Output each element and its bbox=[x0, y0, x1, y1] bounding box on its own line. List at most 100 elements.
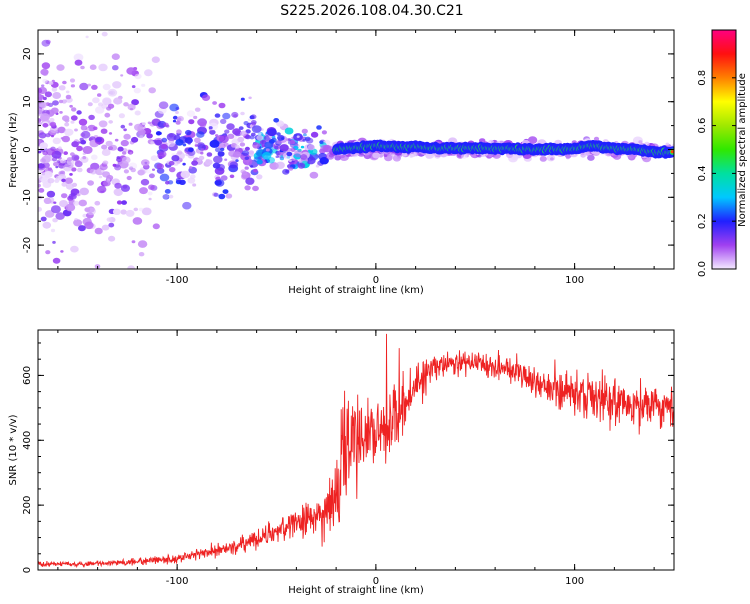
spectrogram-blob bbox=[84, 207, 91, 212]
spectrogram-blob bbox=[154, 139, 163, 146]
spectrogram-blob bbox=[101, 149, 111, 156]
spectrogram-blob bbox=[215, 134, 219, 137]
spectrogram-blob bbox=[38, 183, 41, 188]
spectrogram-blob bbox=[131, 240, 136, 244]
spectrogram-blob bbox=[102, 98, 112, 105]
spectrogram-blob bbox=[38, 93, 43, 101]
spectrogram-blob bbox=[256, 135, 264, 141]
spectrogram-blob bbox=[307, 144, 315, 151]
spectrogram-blob bbox=[44, 91, 53, 98]
spectrogram-blob bbox=[41, 39, 51, 47]
spectrogram-blob bbox=[69, 78, 76, 83]
spectrogram-blob bbox=[131, 99, 140, 106]
spectrogram-blob bbox=[39, 142, 48, 150]
spectrogram-blob bbox=[122, 151, 127, 155]
spectrogram-blob bbox=[243, 121, 249, 126]
spectrogram-blob bbox=[121, 156, 131, 164]
spectrogram-blob bbox=[319, 140, 324, 144]
y-tick-label: 10 bbox=[22, 95, 33, 108]
spectrogram-blob bbox=[78, 199, 88, 207]
spectrogram-blob bbox=[232, 128, 242, 136]
colorbar-tick-label: 0.6 bbox=[697, 118, 708, 134]
spectrogram-blob bbox=[197, 142, 205, 149]
spectrogram-blob bbox=[192, 183, 197, 187]
spectrogram-blob bbox=[108, 120, 113, 124]
spectrogram-blob bbox=[239, 142, 246, 147]
spectrogram-blob bbox=[70, 84, 75, 88]
spectrogram-blob bbox=[123, 133, 131, 140]
spectrogram-blob bbox=[91, 154, 98, 160]
spectrogram-blob bbox=[159, 173, 170, 182]
spectrogram-blob bbox=[58, 146, 62, 150]
spectrogram-blob bbox=[40, 68, 49, 76]
spectrogram-blob bbox=[256, 159, 263, 165]
spectrogram-blob bbox=[539, 156, 547, 162]
spectrogram-blob bbox=[88, 114, 95, 120]
spectrogram-blob bbox=[168, 160, 175, 166]
spectrogram-blob bbox=[155, 131, 162, 136]
spectrogram-blob bbox=[296, 135, 300, 138]
spectrogram-blob bbox=[164, 189, 171, 194]
spectrogram-blob bbox=[97, 93, 102, 97]
y-tick-label: 0 bbox=[22, 567, 33, 573]
x-tick-label: -100 bbox=[166, 576, 189, 587]
spectrogram-blob bbox=[138, 169, 146, 176]
spectrogram-blob bbox=[277, 134, 285, 141]
spectrogram-blob bbox=[38, 139, 42, 144]
y-tick-label: 20 bbox=[22, 48, 33, 61]
spectrogram-blob bbox=[176, 129, 182, 134]
spectrogram-blob bbox=[240, 97, 245, 101]
spectrogram-blob bbox=[251, 121, 257, 126]
spectrogram-blob bbox=[274, 145, 279, 150]
spectrogram-blob bbox=[38, 86, 48, 95]
spectrogram-blob bbox=[66, 183, 74, 190]
spectrogram-blob bbox=[60, 250, 64, 253]
spectrogram-blob bbox=[213, 192, 219, 197]
spectrogram-blob bbox=[48, 81, 54, 85]
spectrogram-blob bbox=[172, 115, 178, 120]
spectrogram-blob bbox=[168, 194, 174, 199]
spectrogram-blob bbox=[148, 173, 155, 179]
spectrogram-blob bbox=[309, 171, 319, 179]
spectrogram-blob bbox=[133, 207, 139, 212]
spectrogram-blob bbox=[87, 180, 94, 186]
spectrogram-blob bbox=[80, 65, 85, 70]
spectrogram-blob bbox=[196, 131, 205, 138]
spectrogram-blob bbox=[58, 85, 66, 91]
spectrogram-blob bbox=[97, 185, 107, 194]
snr-panel: -100 0 100 0 200 400 600 Height of straight li… bbox=[8, 329, 675, 596]
spectrogram-blob bbox=[40, 158, 46, 164]
spectrogram-blob bbox=[248, 96, 252, 100]
spectrogram-blob bbox=[273, 118, 280, 123]
spectrogram-blobs bbox=[38, 31, 674, 269]
spectrogram-blob bbox=[257, 132, 262, 136]
spectrogram-blob bbox=[140, 178, 150, 186]
spectrogram-blob bbox=[120, 139, 129, 147]
spectrogram-blob bbox=[76, 193, 81, 197]
spectrogram-blob bbox=[160, 143, 168, 150]
spectrogram-blob bbox=[101, 224, 110, 231]
spectrogram-blob bbox=[43, 171, 53, 178]
spectrogram-blob bbox=[301, 128, 308, 134]
spectrogram-blob bbox=[156, 167, 165, 174]
spectrogram-blob bbox=[95, 137, 102, 143]
spectrogram-blob bbox=[215, 179, 225, 187]
spectrogram-blob bbox=[158, 101, 169, 109]
spectrogram-blob bbox=[224, 158, 228, 161]
spectrogram-blob bbox=[52, 257, 61, 264]
spectrogram-blob bbox=[245, 177, 255, 185]
spectrogram-blob bbox=[62, 163, 73, 172]
spectrogram-blob bbox=[120, 209, 127, 215]
spectrogram-blob bbox=[165, 180, 170, 185]
spectrogram-blob bbox=[118, 113, 125, 119]
spectrogram-blob bbox=[45, 133, 51, 138]
spectrogram-blob bbox=[107, 146, 114, 151]
spectrogram-blob bbox=[282, 168, 290, 175]
spectrogram-blob bbox=[62, 80, 67, 85]
spectrogram-blob bbox=[41, 62, 51, 70]
spectrogram-blob bbox=[49, 117, 55, 123]
spectrogram-blob bbox=[218, 193, 226, 200]
spectrogram-blob bbox=[98, 175, 103, 179]
spectrogram-blob bbox=[199, 121, 207, 128]
spectrogram-blob bbox=[310, 131, 319, 138]
